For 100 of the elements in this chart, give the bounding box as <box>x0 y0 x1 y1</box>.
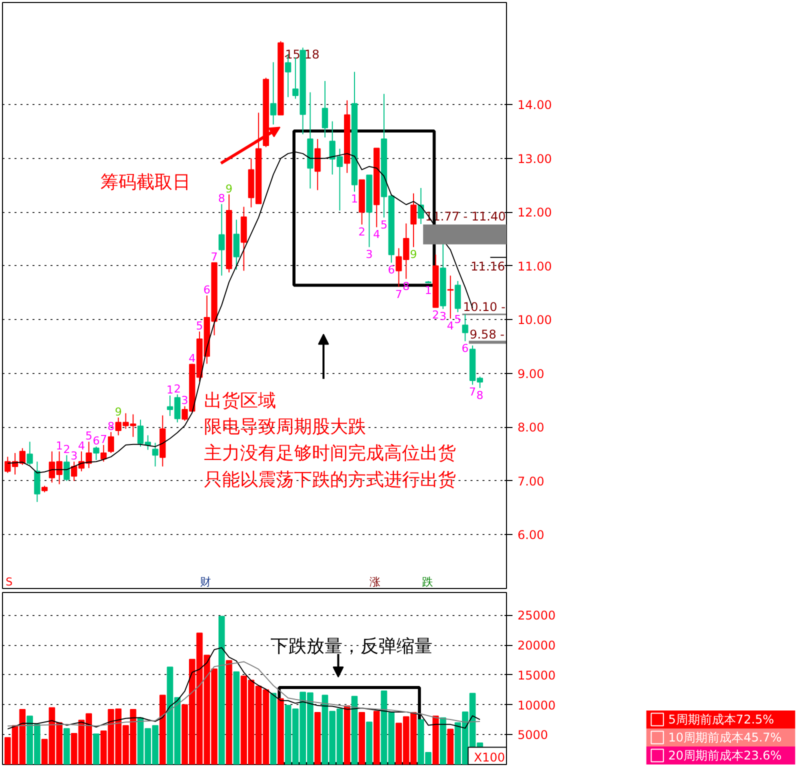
y-axis-title: X100 <box>474 750 506 764</box>
bar <box>270 692 276 764</box>
y-tick-label: 9.00 <box>518 366 544 381</box>
candlestick <box>100 444 107 462</box>
bar <box>278 698 284 764</box>
candlestick <box>410 192 417 248</box>
ref-line-label: 11.16 <box>470 259 506 274</box>
candlestick <box>108 432 114 454</box>
bar <box>233 671 240 764</box>
bar <box>314 712 321 764</box>
annotation: 9 <box>114 406 122 419</box>
annotation: 4 <box>188 352 196 365</box>
annotation: 5 <box>380 218 388 232</box>
annotation: 8 <box>107 420 114 434</box>
annotation: 5 <box>196 320 204 333</box>
candlestick <box>454 280 461 313</box>
annotation: S <box>6 576 13 588</box>
annotation: 只能以震荡下跌的方式进行出货 <box>204 469 456 490</box>
annotation: 4 <box>373 228 380 242</box>
bar <box>64 728 70 764</box>
y-tick-label: 25000 <box>518 608 556 623</box>
y-tick-label: 14.00 <box>518 98 552 112</box>
annotation: 2 <box>432 308 440 322</box>
candlestick <box>322 80 328 138</box>
y-tick-label: 20000 <box>518 638 556 653</box>
annotation: 8 <box>218 192 226 206</box>
y-tick-label: 12.00 <box>518 206 552 220</box>
bar <box>93 734 100 764</box>
bar <box>159 694 166 764</box>
annotation: 7 <box>100 432 108 446</box>
candlestick <box>64 454 70 482</box>
annotation: 1 <box>56 439 63 452</box>
bar <box>366 722 372 764</box>
y-tick-label: 5000 <box>518 728 548 742</box>
candlestick <box>26 441 33 466</box>
bar <box>218 616 225 764</box>
annotation: 8 <box>476 388 484 402</box>
annotation: 7 <box>395 288 402 301</box>
annotation: 2 <box>63 443 70 456</box>
bar <box>447 728 454 764</box>
annotation: 2 <box>174 382 181 396</box>
annotation: 跌 <box>422 576 434 588</box>
y-tick-label: 8.00 <box>518 420 544 435</box>
annotation: 6 <box>388 264 395 277</box>
legend-label: 5周期前成本72.5% <box>668 712 774 726</box>
y-tick-label: 6.00 <box>518 528 544 542</box>
bar <box>440 717 446 764</box>
bar <box>432 716 439 764</box>
bar <box>226 660 232 764</box>
candlestick <box>152 442 158 467</box>
candlestick <box>218 204 225 276</box>
candlestick <box>233 219 240 270</box>
annotation: 3 <box>181 394 188 408</box>
bar <box>351 696 358 764</box>
annotation: 6 <box>203 284 210 296</box>
annotation: 涨 <box>370 576 381 588</box>
annotation: 限电导致周期股大跌 <box>204 416 366 438</box>
candlestick <box>447 275 454 320</box>
annotation: 3 <box>366 248 373 262</box>
annotation: 6 <box>462 342 469 356</box>
annotation: 1 <box>350 192 358 206</box>
legend-label: 20周期前成本23.6% <box>668 748 782 762</box>
annotation: 4 <box>78 439 85 452</box>
annotation: 8 <box>402 280 410 293</box>
annotation: 下跌放量，反弹缩量 <box>270 636 432 657</box>
annotation: 3 <box>70 450 78 463</box>
line-series <box>7 661 480 726</box>
annotation: 7 <box>469 386 476 399</box>
ref-line-label: 10.10 - <box>462 300 506 314</box>
y-tick-label: 10.00 <box>518 313 552 328</box>
candlestick <box>314 138 321 191</box>
annotation: 主力没有足够时间完成高位出货 <box>204 443 456 464</box>
annotation: 4 <box>446 320 454 333</box>
bar <box>373 710 380 764</box>
annotation: 3 <box>440 310 447 323</box>
y-tick-label: 7.00 <box>518 474 544 488</box>
annotation: 9 <box>226 182 233 196</box>
candlestick <box>93 446 100 461</box>
annotation: 出货区域 <box>204 390 276 412</box>
annotation: 5 <box>454 313 462 326</box>
bar <box>344 705 350 764</box>
annotation: 1 <box>166 383 174 396</box>
y-tick-label: 15000 <box>518 668 556 682</box>
annotation: 1 <box>424 284 432 298</box>
bar <box>358 712 366 764</box>
ref-line-label: 9.58 - <box>470 328 504 342</box>
annotation: 6 <box>92 434 100 448</box>
y-tick-label: 13.00 <box>518 152 552 166</box>
annotation: 财 <box>200 576 211 588</box>
annotation: 9 <box>410 248 418 262</box>
y-tick-label: 10000 <box>518 698 556 712</box>
y-tick-label: 11.00 <box>518 259 552 274</box>
candlestick <box>270 62 276 126</box>
candlestick <box>462 314 468 342</box>
annotation: 筹码截取日 <box>100 172 191 194</box>
annotation: 5 <box>85 430 92 443</box>
annotation: 7 <box>210 250 218 264</box>
legend-label: 10周期前成本45.7% <box>668 730 782 744</box>
annotation: 2 <box>358 226 366 239</box>
candlestick <box>34 461 40 502</box>
